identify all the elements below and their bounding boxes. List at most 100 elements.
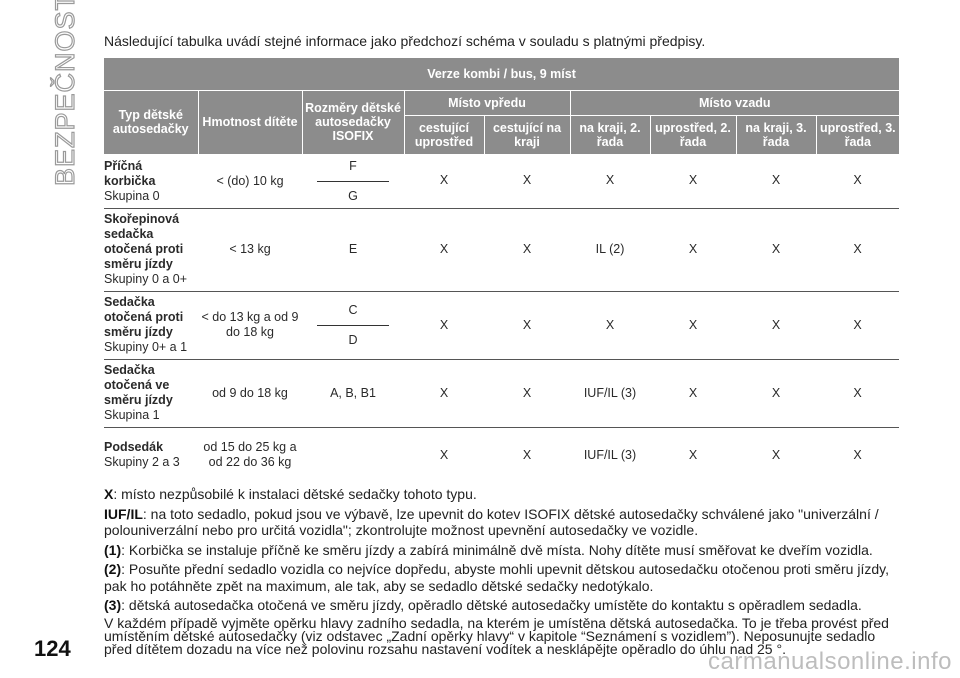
- weight-cell: < 13 kg: [229, 242, 271, 256]
- weight-cell: od 15 do 25 kg a od 22 do 36 kg: [203, 440, 297, 470]
- size-cell: E: [348, 242, 358, 256]
- note-key: (3): [104, 597, 122, 613]
- position-cell: X: [771, 317, 781, 332]
- position-cell: X: [522, 447, 532, 462]
- size-option: D: [348, 332, 358, 347]
- seat-type-name: Sedačka otočená ve směru jízdy: [104, 363, 173, 407]
- seat-group: Skupina 0: [104, 188, 160, 203]
- seat-group: Skupiny 0 a 0+: [104, 272, 188, 286]
- note-key: (2): [104, 561, 122, 577]
- header-child-weight: Hmotnost dítěte: [197, 90, 302, 155]
- header-front-seats: Místo vpředu: [403, 90, 570, 116]
- size-option: G: [348, 188, 358, 203]
- position-cell: X: [771, 385, 781, 400]
- position-cell: X: [522, 317, 532, 332]
- position-cell: X: [771, 242, 781, 256]
- header-rear-center-row2: uprostřed, 2. řada: [649, 115, 736, 154]
- final-paragraph: V každém případě vyjměte opěrku hlavy za…: [104, 614, 889, 657]
- child-seat-table: Verze kombi / bus, 9 míst Typ dětské aut…: [104, 58, 900, 483]
- seat-type-name: Podsedák: [104, 440, 164, 455]
- position-cell: X: [688, 447, 698, 462]
- size-option: F: [349, 158, 357, 173]
- header-seat-type: Typ dětské autosedačky: [104, 90, 198, 155]
- header-rear-center-row3: uprostřed, 3. řada: [815, 115, 900, 154]
- header-rear-side-row3: na kraji, 3. řada: [735, 115, 816, 154]
- header-rear-seats: Místo vzadu: [569, 90, 900, 116]
- seat-type-name: Příčná korbička: [104, 158, 156, 188]
- position-cell: X: [522, 385, 532, 400]
- position-cell: X: [439, 173, 449, 188]
- table-notes: X: místo nezpůsobilé k instalaci dětské …: [104, 486, 904, 659]
- note-text: : na toto sedadlo, pokud jsou ve výbavě,…: [104, 505, 879, 539]
- note-iuf-il: IUF/IL: na toto sedadlo, pokud jsou ve v…: [104, 506, 904, 539]
- table-row: Sedačka otočená proti směru jízdy Skupin…: [104, 291, 900, 359]
- size-cell: C D: [302, 291, 404, 359]
- seat-group: Skupiny 2 a 3: [104, 455, 180, 470]
- seat-type-cell: Sedačka otočená ve směru jízdy Skupina 1: [104, 359, 198, 427]
- note-text: : místo nezpůsobilé k instalaci dětské s…: [113, 486, 477, 502]
- table-row: Podsedák Skupiny 2 a 3 od 15 do 25 kg a …: [104, 427, 899, 483]
- table-row: Skořepinová sedačka otočená proti směru …: [104, 208, 900, 291]
- size-cell: [302, 427, 404, 483]
- seat-type-name: Sedačka otočená proti směru jízdy: [104, 295, 184, 339]
- seat-group: Skupina 1: [104, 408, 160, 422]
- position-cell: X: [688, 317, 698, 332]
- position-cell: IL (2): [595, 242, 625, 256]
- weight-cell: < do 13 kg a od 9 do 18 kg: [201, 310, 299, 339]
- section-title: BEZPEČNOST: [49, 0, 80, 187]
- position-cell: X: [522, 173, 532, 188]
- position-cell: X: [771, 447, 781, 462]
- position-cell: X: [688, 173, 698, 188]
- note-3: (3): dětská autosedačka otočená ve směru…: [104, 597, 904, 614]
- size-cell: F G: [302, 154, 404, 208]
- position-cell: X: [853, 317, 862, 332]
- divider: [317, 324, 389, 326]
- seat-type-cell: Skořepinová sedačka otočená proti směru …: [104, 208, 198, 291]
- position-cell: X: [605, 173, 615, 188]
- header-isofix-size: Rozměry dětské autosedačky ISOFIX: [301, 90, 404, 155]
- note-x: X: místo nezpůsobilé k instalaci dětské …: [104, 486, 904, 503]
- position-cell: IUF/IL (3): [583, 447, 637, 462]
- position-cell: IUF/IL (3): [583, 385, 637, 400]
- divider: [317, 180, 389, 182]
- size-cell: A, B, B1: [330, 385, 376, 400]
- table-banner: Verze kombi / bus, 9 míst: [104, 58, 900, 91]
- table-row: Sedačka otočená ve směru jízdy Skupina 1…: [104, 359, 900, 427]
- note-key: X: [104, 486, 114, 502]
- header-rear-side-row2: na kraji, 2. řada: [569, 115, 650, 154]
- header-front-center: cestující uprostřed: [403, 115, 484, 154]
- position-cell: X: [853, 242, 862, 256]
- position-cell: X: [439, 447, 449, 462]
- note-key: (1): [104, 541, 122, 558]
- seat-type-cell: Podsedák Skupiny 2 a 3: [104, 427, 198, 483]
- note-text: : Posuňte přední sedadlo vozidla co nejv…: [104, 561, 889, 594]
- position-cell: X: [439, 385, 449, 400]
- position-cell: X: [605, 317, 615, 332]
- seat-type-cell: Příčná korbička Skupina 0: [104, 154, 198, 208]
- weight-cell: od 9 do 18 kg: [212, 385, 288, 400]
- header-front-side: cestující na kraji: [483, 115, 570, 154]
- note-1: (1): Korbička se instaluje příčně ke smě…: [104, 542, 904, 559]
- seat-group: Skupiny 0+ a 1: [104, 340, 188, 354]
- position-cell: X: [853, 447, 862, 462]
- position-cell: X: [853, 385, 862, 400]
- position-cell: X: [688, 385, 698, 400]
- note-text: : Korbička se instaluje příčně ke směru …: [121, 541, 873, 558]
- seat-type-cell: Sedačka otočená proti směru jízdy Skupin…: [104, 291, 198, 359]
- position-cell: X: [853, 173, 862, 188]
- seat-type-name: Skořepinová sedačka otočená proti směru …: [104, 212, 184, 271]
- note-key: IUF/IL: [104, 505, 143, 522]
- position-cell: X: [771, 173, 781, 188]
- intro-paragraph: Následující tabulka uvádí stejné informa…: [104, 33, 706, 49]
- position-cell: X: [688, 242, 698, 256]
- note-text: : dětská autosedačka otočená ve směru jí…: [121, 597, 862, 613]
- page-number: 124: [34, 636, 71, 661]
- watermark: carmanualsonline.info: [708, 648, 952, 675]
- position-cell: X: [522, 242, 532, 256]
- position-cell: X: [439, 242, 449, 256]
- position-cell: X: [439, 317, 449, 332]
- table-row: Příčná korbička Skupina 0 < (do) 10 kg F…: [104, 154, 900, 208]
- weight-cell: < (do) 10 kg: [216, 173, 284, 188]
- note-2: (2): Posuňte přední sedadlo vozidla co n…: [104, 561, 904, 594]
- size-option: C: [348, 302, 358, 317]
